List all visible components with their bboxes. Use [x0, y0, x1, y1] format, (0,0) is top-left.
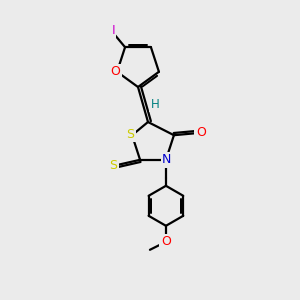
Text: O: O — [196, 126, 206, 139]
Text: I: I — [111, 24, 115, 37]
Text: S: S — [109, 159, 117, 172]
Text: S: S — [126, 128, 134, 141]
Text: H: H — [151, 98, 159, 111]
Text: O: O — [161, 235, 171, 248]
Text: N: N — [162, 153, 172, 166]
Text: O: O — [110, 65, 120, 78]
